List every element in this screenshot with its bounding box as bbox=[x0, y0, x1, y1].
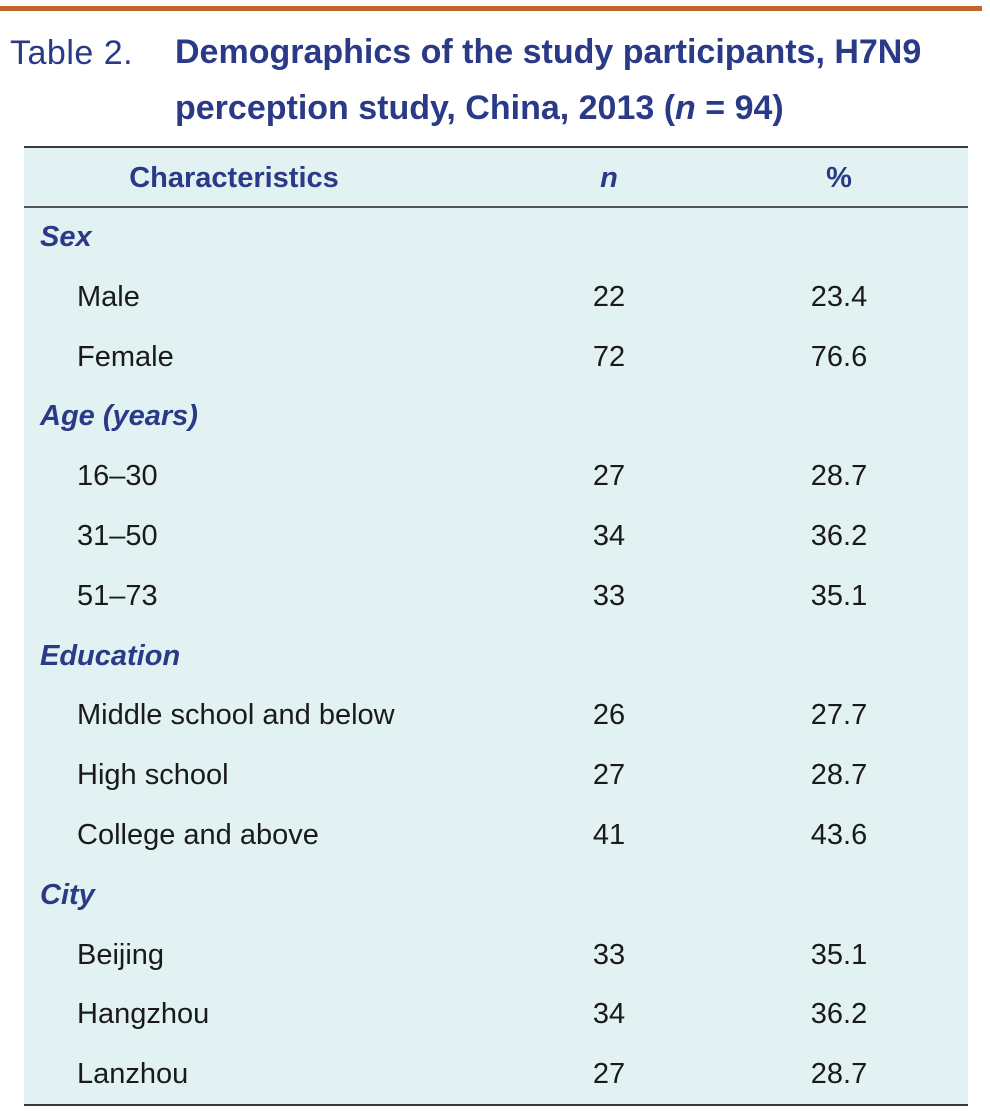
table-row: High school 27 28.7 bbox=[24, 746, 968, 806]
table-row: 16–30 27 28.7 bbox=[24, 447, 968, 507]
section-header-row: Sex bbox=[24, 208, 968, 268]
row-label: 31–50 bbox=[77, 519, 158, 552]
row-label: Female bbox=[77, 340, 174, 373]
table-row: Middle school and below 26 27.7 bbox=[24, 686, 968, 746]
section-label: City bbox=[40, 878, 95, 911]
row-label: Hangzhou bbox=[77, 998, 210, 1031]
row-n-value: 34 bbox=[592, 519, 626, 552]
row-percent-value: 36.2 bbox=[810, 519, 868, 552]
section-label: Education bbox=[40, 639, 181, 672]
row-percent-value: 35.1 bbox=[810, 579, 868, 612]
row-n-value: 26 bbox=[592, 699, 626, 732]
row-n-value: 27 bbox=[592, 1058, 626, 1091]
row-percent-value: 36.2 bbox=[810, 998, 868, 1031]
row-percent-value: 28.7 bbox=[810, 759, 868, 792]
row-label: Beijing bbox=[77, 938, 165, 971]
table-row: Hangzhou 34 36.2 bbox=[24, 985, 968, 1045]
row-label: High school bbox=[77, 759, 229, 792]
row-percent-value: 28.7 bbox=[810, 1058, 868, 1091]
row-n-value: 41 bbox=[592, 818, 626, 851]
table-title: Demographics of the study participants, … bbox=[175, 24, 985, 136]
row-n-value: 33 bbox=[592, 938, 626, 971]
row-percent-value: 27.7 bbox=[810, 699, 868, 732]
table-row: 51–73 33 35.1 bbox=[24, 567, 968, 627]
table-body: Sex Male 22 23.4 Female 72 76.6 Age (years) 16–3… bbox=[24, 208, 968, 1105]
row-percent-value: 28.7 bbox=[810, 460, 868, 493]
row-percent-value: 23.4 bbox=[810, 280, 868, 313]
row-label: Middle school and below bbox=[77, 699, 395, 732]
title-line-2-prefix: perception study, China, 2013 ( bbox=[175, 89, 676, 127]
table-row: Beijing 33 35.1 bbox=[24, 926, 968, 986]
row-n-value: 34 bbox=[592, 998, 626, 1031]
table-header: Characteristics n % bbox=[24, 148, 968, 208]
title-n: n bbox=[675, 89, 696, 127]
row-label: 51–73 bbox=[77, 579, 158, 612]
table-row: Female 72 76.6 bbox=[24, 328, 968, 388]
row-percent-value: 43.6 bbox=[810, 818, 868, 851]
title-line-1: Demographics of the study participants, … bbox=[175, 33, 922, 71]
row-n-value: 27 bbox=[592, 759, 626, 792]
row-label: Lanzhou bbox=[77, 1058, 189, 1091]
section-header-row: Education bbox=[24, 627, 968, 687]
title-line-2-suffix: = 94) bbox=[695, 89, 784, 127]
row-label: Male bbox=[77, 280, 140, 313]
section-header-row: Age (years) bbox=[24, 387, 968, 447]
top-accent-rule bbox=[0, 6, 982, 11]
table-row: College and above 41 43.6 bbox=[24, 806, 968, 866]
header-n: n bbox=[600, 162, 618, 194]
section-label: Sex bbox=[40, 221, 92, 253]
table-label: Table 2. bbox=[10, 34, 134, 72]
table-row: Male 22 23.4 bbox=[24, 268, 968, 328]
demographics-table: Characteristics n % Sex Male 22 23.4 Female 7… bbox=[24, 146, 968, 1106]
row-n-value: 72 bbox=[592, 340, 626, 373]
table-row: Lanzhou 27 28.7 bbox=[24, 1045, 968, 1105]
section-label: Age (years) bbox=[40, 400, 198, 433]
row-n-value: 33 bbox=[592, 579, 626, 612]
row-percent-value: 76.6 bbox=[810, 340, 868, 373]
row-label: College and above bbox=[77, 818, 319, 851]
header-characteristics: Characteristics bbox=[129, 162, 339, 194]
row-label: 16–30 bbox=[77, 460, 158, 493]
row-percent-value: 35.1 bbox=[810, 938, 868, 971]
header-percent: % bbox=[826, 162, 852, 194]
row-n-value: 27 bbox=[592, 460, 626, 493]
section-header-row: City bbox=[24, 866, 968, 926]
row-n-value: 22 bbox=[592, 280, 626, 313]
table-row: 31–50 34 36.2 bbox=[24, 507, 968, 567]
